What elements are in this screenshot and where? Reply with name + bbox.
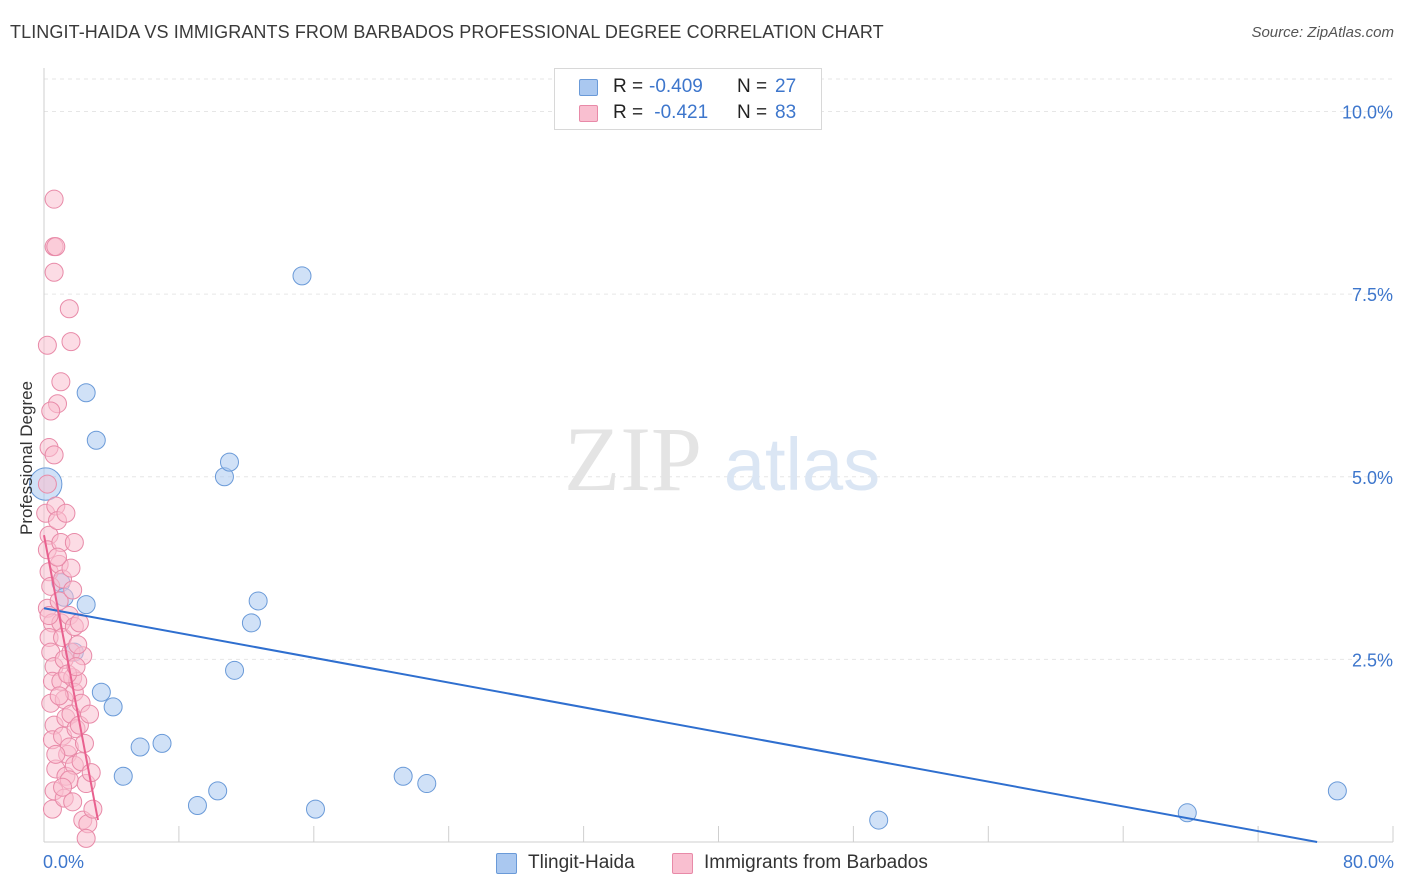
point-tlingit-haida <box>869 810 889 830</box>
legend-swatch-tlingit <box>496 853 517 874</box>
point-barbados <box>37 474 57 494</box>
x-tick-min: 0.0% <box>43 852 85 872</box>
point-barbados <box>41 401 61 421</box>
chart-title: TLINGIT-HAIDA VS IMMIGRANTS FROM BARBADO… <box>10 22 884 42</box>
point-tlingit-haida <box>393 766 413 786</box>
point-barbados <box>81 763 101 783</box>
point-tlingit-haida <box>292 266 312 286</box>
legend-swatch-barbados <box>672 853 693 874</box>
grid-lines <box>44 78 1393 660</box>
stats-swatch-tlingit <box>579 79 598 96</box>
point-barbados <box>42 799 62 819</box>
stats-r-label: R = <box>613 102 644 123</box>
stats-r-label: R = <box>613 76 644 97</box>
point-tlingit-haida <box>103 697 123 717</box>
point-tlingit-haida <box>76 595 96 615</box>
point-barbados <box>47 547 67 567</box>
point-barbados <box>44 262 64 282</box>
point-tlingit-haida <box>91 682 111 702</box>
stats-n-value: 27 <box>775 76 797 97</box>
trend-lines <box>43 535 1318 843</box>
stats-n-label: N = <box>737 76 768 97</box>
y-axis-label: Professional Degree <box>17 380 36 536</box>
point-tlingit-haida <box>113 766 133 786</box>
point-tlingit-haida <box>76 383 96 403</box>
y-tick-label: 10.0% <box>1342 103 1393 123</box>
point-barbados <box>61 558 81 578</box>
point-barbados <box>83 799 103 819</box>
stats-box: R = -0.409 N = 27 R = -0.421 N = 83 <box>554 68 822 130</box>
axes <box>43 68 1394 843</box>
data-points <box>28 189 1347 848</box>
point-tlingit-haida <box>417 774 437 794</box>
point-barbados <box>39 606 59 626</box>
point-barbados <box>64 533 84 553</box>
y-tick-label: 7.5% <box>1352 285 1393 305</box>
point-tlingit-haida <box>187 795 207 815</box>
source-note: Source: ZipAtlas.com <box>1251 24 1394 41</box>
point-barbados <box>61 332 81 352</box>
point-tlingit-haida <box>305 799 325 819</box>
stats-swatch-barbados <box>579 105 598 122</box>
watermark-zip: ZIP <box>564 408 702 510</box>
point-tlingit-haida <box>130 737 150 757</box>
watermark: ZIP atlas <box>564 408 880 510</box>
point-tlingit-haida <box>86 430 106 450</box>
trend-line-barbados <box>43 535 99 821</box>
point-barbados <box>37 335 57 355</box>
x-tick-max: 80.0% <box>1342 852 1394 872</box>
stats-n-label: N = <box>737 102 768 123</box>
y-tick-labels: 2.5% 5.0% 7.5% 10.0% <box>1342 103 1393 671</box>
y-tick-label: 2.5% <box>1352 650 1393 670</box>
point-tlingit-haida <box>1327 781 1347 801</box>
point-barbados <box>46 744 66 764</box>
point-tlingit-haida <box>248 591 268 611</box>
y-tick-label: 5.0% <box>1352 468 1393 488</box>
trend-line-tlingit-haida <box>43 607 1318 843</box>
point-barbados <box>68 635 88 655</box>
point-barbados <box>53 777 73 797</box>
legend-label-tlingit: Tlingit-Haida <box>528 852 635 873</box>
watermark-atlas: atlas <box>724 423 880 506</box>
legend-label-barbados: Immigrants from Barbados <box>704 852 928 873</box>
point-barbados <box>49 686 69 706</box>
point-tlingit-haida <box>219 452 239 472</box>
stats-n-value: 83 <box>775 102 797 123</box>
point-tlingit-haida <box>208 781 228 801</box>
point-barbados <box>80 704 100 724</box>
stats-r-value: -0.409 <box>649 76 703 97</box>
point-tlingit-haida <box>241 613 261 633</box>
point-barbados <box>63 580 83 600</box>
point-tlingit-haida <box>152 733 172 753</box>
stats-r-value: -0.421 <box>649 102 709 123</box>
point-tlingit-haida <box>225 660 245 680</box>
point-barbados <box>51 372 71 392</box>
point-barbados <box>63 792 83 812</box>
point-barbados <box>56 503 76 523</box>
point-barbados <box>44 445 64 465</box>
point-barbados <box>44 189 64 209</box>
point-barbados <box>66 657 86 677</box>
point-barbados <box>46 237 66 257</box>
point-barbados <box>59 299 79 319</box>
point-barbados <box>76 828 96 848</box>
